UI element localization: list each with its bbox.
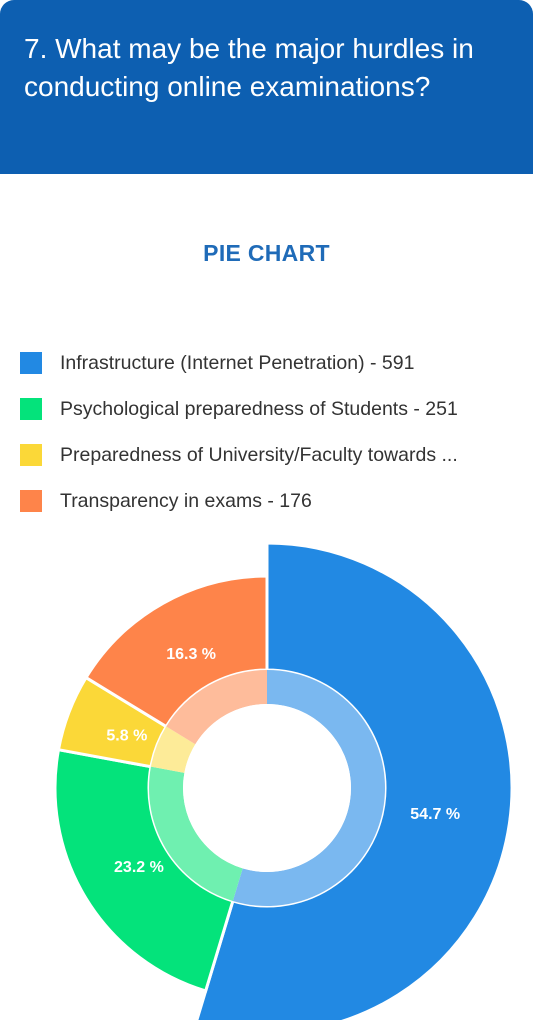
legend-label: Transparency in exams - 176 xyxy=(60,489,312,512)
chart-title: PIE CHART xyxy=(203,240,330,266)
legend-swatch xyxy=(20,444,42,466)
legend-item-transparency[interactable]: Transparency in exams - 176 xyxy=(20,478,520,524)
question-title: 7. What may be the major hurdles in cond… xyxy=(24,33,474,102)
slice-percent-label: 5.8 % xyxy=(106,727,147,744)
donut-hole xyxy=(183,704,351,872)
legend-label: Preparedness of University/Faculty towar… xyxy=(60,443,458,466)
legend-swatch xyxy=(20,398,42,420)
slice-infrastructure-inner-ring xyxy=(232,670,386,906)
chart-legend: Infrastructure (Internet Penetration) - … xyxy=(20,340,520,524)
legend-swatch xyxy=(20,490,42,512)
legend-item-university-preparedness[interactable]: Preparedness of University/Faculty towar… xyxy=(20,432,520,478)
legend-item-infrastructure[interactable]: Infrastructure (Internet Penetration) - … xyxy=(20,340,520,386)
legend-label: Psychological preparedness of Students -… xyxy=(60,397,458,420)
slice-percent-label: 16.3 % xyxy=(166,646,216,663)
slice-transparency-inner-ring xyxy=(166,670,267,745)
legend-item-psychological-preparedness[interactable]: Psychological preparedness of Students -… xyxy=(20,386,520,432)
slice-percent-label: 54.7 % xyxy=(410,806,460,823)
slice-percent-label: 23.2 % xyxy=(114,859,164,876)
legend-swatch xyxy=(20,352,42,374)
slice-university-preparedness-inner-ring xyxy=(150,726,196,773)
donut-chart: 54.7 % 23.2 % 5.8 % 16.3 % xyxy=(53,541,514,1020)
legend-label: Infrastructure (Internet Penetration) - … xyxy=(60,351,415,374)
question-header: 7. What may be the major hurdles in cond… xyxy=(0,0,533,174)
slice-psychological-preparedness-inner-ring xyxy=(148,766,243,901)
